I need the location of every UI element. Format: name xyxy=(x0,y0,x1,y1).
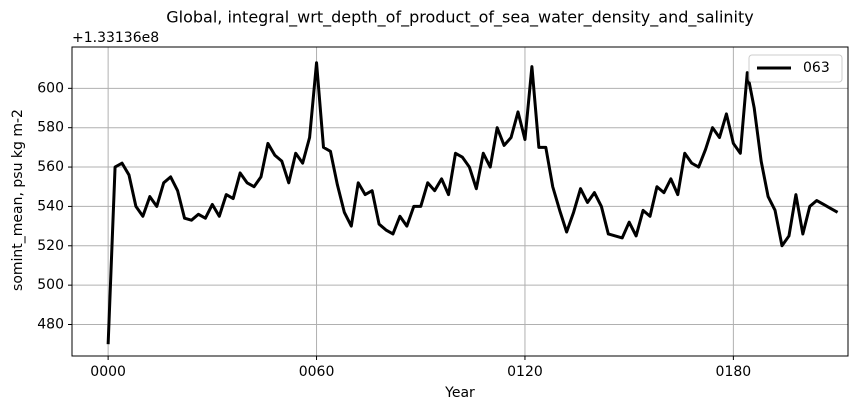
y-axis-label: somint_mean, psu kg m-2 xyxy=(10,109,26,291)
y-tick-label: 480 xyxy=(37,317,64,333)
y-tick-label: 580 xyxy=(37,120,64,136)
x-tick-label: 0000 xyxy=(90,364,126,380)
y-tick-label: 600 xyxy=(37,80,64,96)
legend-frame xyxy=(748,54,843,83)
legend-label: 063 xyxy=(803,60,830,76)
y-tick-label: 500 xyxy=(37,277,64,293)
x-axis-label: Year xyxy=(444,385,475,401)
x-tick-label: 0180 xyxy=(716,364,752,380)
line-series xyxy=(106,61,839,345)
chart-title: Global, integral_wrt_depth_of_product_of… xyxy=(166,8,753,28)
y-tick-label: 560 xyxy=(37,159,64,175)
x-tick-label: 0120 xyxy=(507,364,543,380)
legend: 063 xyxy=(748,54,843,83)
y-tick-label: 520 xyxy=(37,238,64,254)
y-tick-label: 540 xyxy=(37,198,64,214)
plot-frame xyxy=(71,46,849,357)
x-tick-label: 0060 xyxy=(299,364,335,380)
y-offset: +1.33136e8 xyxy=(72,30,159,46)
